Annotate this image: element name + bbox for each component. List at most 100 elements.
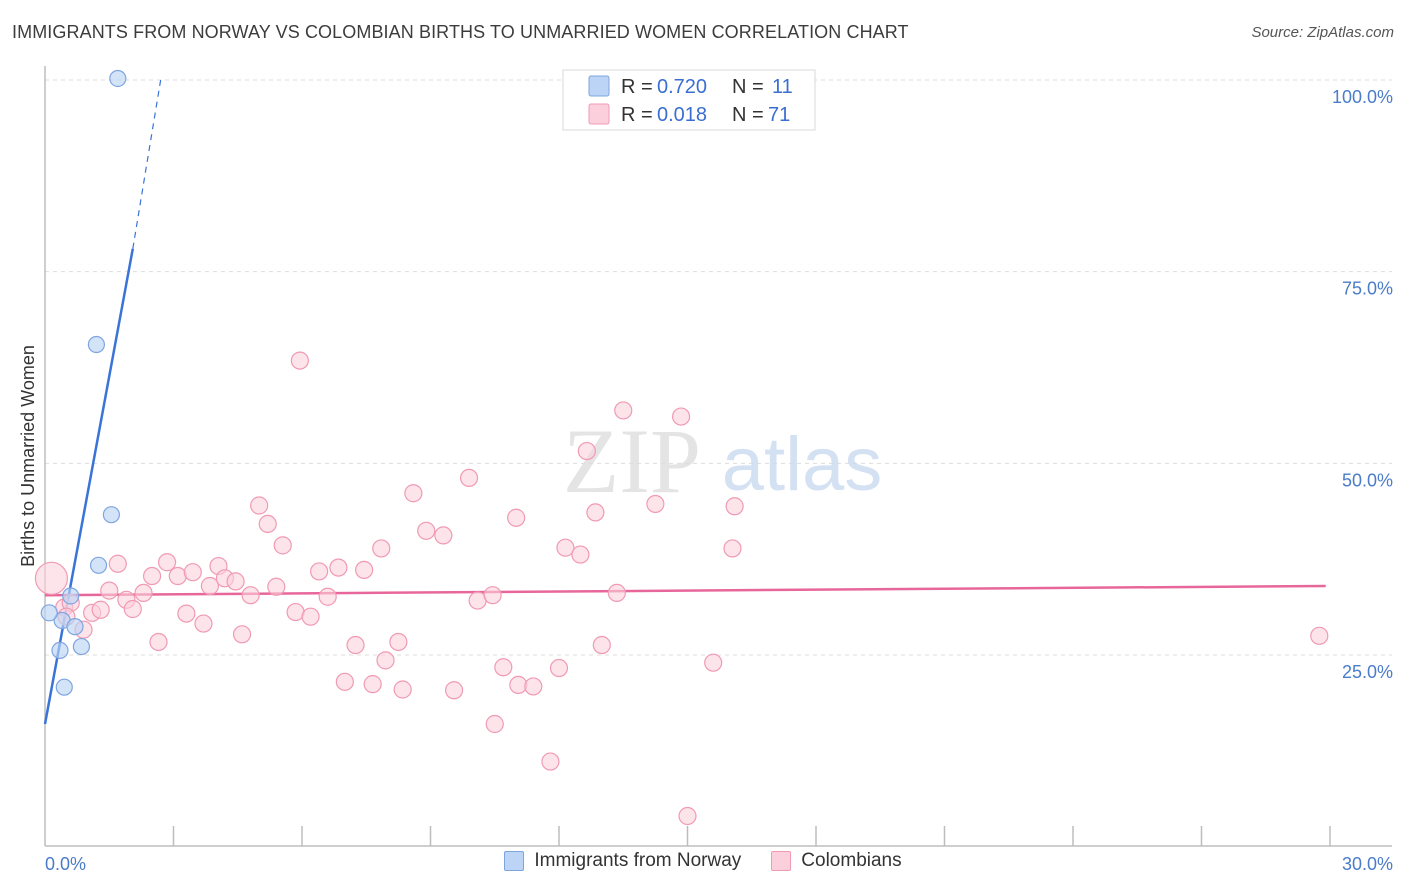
data-point-colombians: [549, 658, 569, 678]
data-point-colombians: [725, 497, 744, 516]
data-point-colombians: [177, 604, 196, 623]
data-point-colombians: [335, 672, 354, 691]
data-point-colombians: [241, 586, 260, 605]
legend-n-value: 11: [772, 76, 793, 98]
y-tick-label: 100.0%: [1332, 87, 1393, 107]
data-point-colombians: [200, 576, 220, 596]
y-tick-label: 25.0%: [1342, 662, 1393, 682]
data-point-colombians: [372, 539, 391, 558]
data-point-colombians: [134, 583, 153, 603]
y-axis-label: Births to Unmarried Women: [18, 345, 38, 567]
legend-r-value: 0.018: [657, 104, 707, 126]
data-point-colombians: [376, 651, 395, 670]
data-point-colombians: [459, 468, 479, 487]
data-point-colombians: [149, 632, 168, 652]
data-point-colombians: [507, 508, 526, 527]
data-point-colombians: [404, 484, 423, 503]
data-point-colombians: [157, 553, 177, 572]
x-tick-label: 30.0%: [1342, 854, 1393, 874]
data-point-colombians: [577, 441, 596, 461]
data-point-colombians: [355, 560, 374, 580]
watermark-zip: ZIP: [563, 410, 701, 512]
legend-n-value: 71: [768, 104, 790, 126]
data-point-colombians: [571, 545, 590, 564]
data-point-colombians: [286, 602, 305, 622]
legend-r-value: 0.720: [657, 76, 707, 98]
data-point-colombians: [417, 521, 436, 540]
data-point-colombians: [483, 586, 502, 605]
axes: [44, 66, 1392, 847]
data-point-norway: [89, 556, 108, 574]
data-point-colombians: [485, 714, 504, 734]
data-point-colombians: [273, 536, 292, 555]
data-point-colombians: [363, 675, 382, 694]
data-point-norway: [55, 678, 73, 696]
data-point-colombians: [318, 587, 337, 606]
data-point-colombians: [434, 526, 453, 545]
legend-r-label: R =: [621, 104, 653, 126]
data-point-colombians: [108, 554, 127, 573]
data-point-colombians: [541, 752, 560, 771]
data-point-colombians: [614, 401, 633, 420]
data-point-norway: [87, 335, 106, 354]
data-point-colombians: [494, 658, 513, 677]
data-point-colombians: [592, 635, 611, 655]
data-point-colombians: [704, 653, 723, 672]
legend-item-norway[interactable]: Immigrants from Norway: [504, 850, 741, 872]
data-point-colombians: [91, 600, 110, 619]
data-point-colombians: [142, 566, 162, 586]
legend-swatch-norway: [588, 75, 610, 97]
legend-swatch-colombians: [771, 851, 792, 871]
data-point-colombians: [267, 577, 286, 596]
source-label: Source: ZipAtlas.com: [1251, 24, 1394, 41]
x-tick-label: 0.0%: [45, 854, 86, 874]
tick-labels: 25.0% 50.0% 75.0% 100.0% 0.0% 30.0%: [45, 87, 1393, 874]
data-point-colombians: [444, 681, 464, 700]
data-point-colombians: [678, 806, 697, 826]
legend-label-norway: Immigrants from Norway: [534, 850, 742, 871]
y-tick-label: 50.0%: [1342, 470, 1393, 490]
data-point-colombians: [393, 680, 412, 699]
watermark-atlas: atlas: [722, 422, 883, 507]
data-point-colombians: [346, 635, 365, 655]
data-point-colombians: [301, 607, 320, 626]
legend-swatch-norway: [504, 851, 525, 871]
legend-n-label: N =: [732, 76, 764, 98]
data-point-colombians: [556, 538, 575, 557]
legend-n-label: N =: [732, 104, 764, 126]
data-point-colombians: [290, 351, 309, 370]
data-point-colombians: [671, 407, 691, 426]
data-point-norway: [51, 641, 69, 660]
data-point-colombians: [123, 599, 142, 619]
data-point-colombians: [524, 677, 543, 696]
data-point-colombians: [646, 494, 665, 514]
data-point-colombians: [168, 566, 187, 586]
data-point-norway: [72, 637, 91, 656]
data-point-colombians: [329, 558, 348, 577]
data-point-colombians: [183, 563, 202, 582]
y-tick-label: 75.0%: [1342, 279, 1393, 299]
data-point-colombians: [226, 572, 245, 591]
data-point-colombians: [509, 675, 528, 695]
data-point-colombians: [1310, 626, 1329, 645]
data-point-colombians: [723, 539, 742, 558]
chart-title: IMMIGRANTS FROM NORWAY VS COLOMBIAN BIRT…: [12, 22, 909, 42]
data-point-norway: [109, 69, 127, 88]
legend-swatch-colombians: [588, 103, 610, 125]
grid-lines: [45, 79, 1392, 656]
trend-line-norway-extension: [132, 79, 162, 249]
data-point-colombians: [194, 614, 213, 633]
correlation-legend: R = 0.720 N = 11 R = 0.018 N = 71: [562, 69, 816, 131]
data-point-colombians: [389, 632, 408, 652]
data-point-norway: [102, 506, 120, 524]
legend-item-colombians[interactable]: Colombians: [771, 850, 902, 872]
data-point-colombians: [34, 561, 69, 595]
data-point-colombians: [250, 496, 269, 515]
data-point-colombians: [100, 581, 119, 600]
data-point-norway: [66, 618, 84, 636]
data-point-norway: [40, 604, 58, 622]
data-point-colombians: [232, 625, 252, 644]
bottom-legend: Immigrants from Norway Colombians: [0, 850, 1406, 872]
data-point-norway: [62, 587, 80, 605]
